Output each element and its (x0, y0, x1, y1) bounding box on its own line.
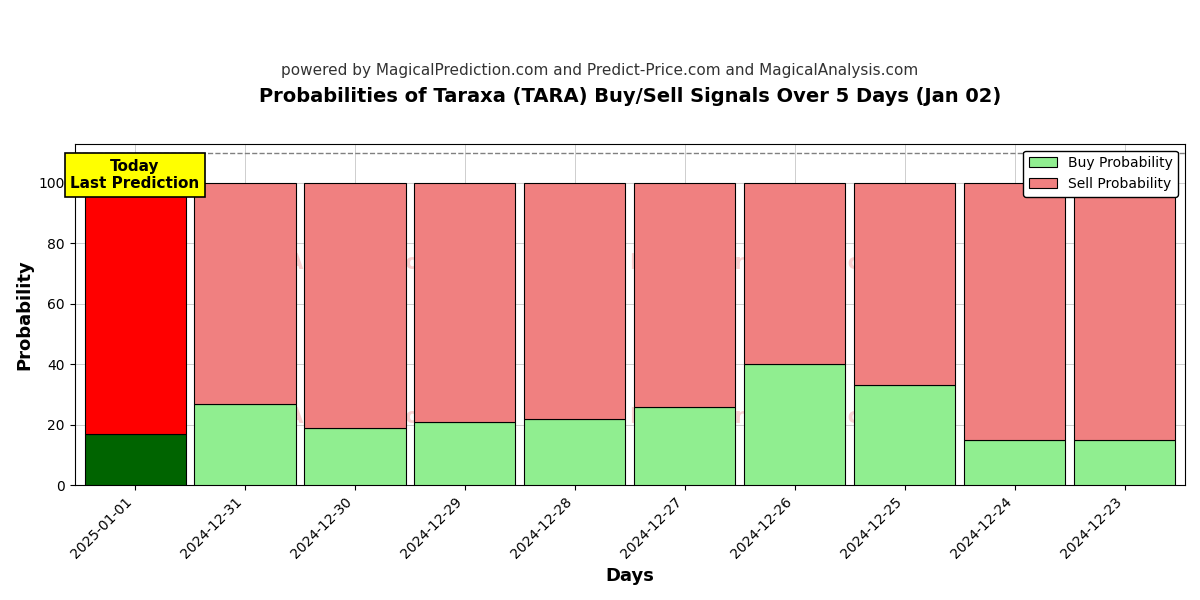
Text: MagicalPrediction.com: MagicalPrediction.com (630, 253, 896, 273)
Bar (84, 183, 186, 434)
Bar (524, 419, 625, 485)
Bar (635, 183, 736, 407)
Legend: Buy Probability, Sell Probability: Buy Probability, Sell Probability (1024, 151, 1178, 197)
Bar (194, 404, 295, 485)
Y-axis label: Probability: Probability (16, 259, 34, 370)
Bar (305, 428, 406, 485)
Text: MagicalAnalysis.com: MagicalAnalysis.com (197, 253, 442, 273)
Bar (194, 183, 295, 404)
Text: MagicalAnalysis.com: MagicalAnalysis.com (197, 407, 442, 427)
Title: Probabilities of Taraxa (TARA) Buy/Sell Signals Over 5 Days (Jan 02): Probabilities of Taraxa (TARA) Buy/Sell … (259, 87, 1001, 106)
Bar (84, 434, 186, 485)
Bar (635, 407, 736, 485)
Bar (414, 422, 516, 485)
Bar (854, 385, 955, 485)
Bar (964, 183, 1066, 440)
Bar (744, 364, 845, 485)
Bar (524, 183, 625, 419)
Bar (964, 440, 1066, 485)
Bar (744, 183, 845, 364)
X-axis label: Days: Days (605, 567, 654, 585)
Bar (1074, 440, 1175, 485)
Text: powered by MagicalPrediction.com and Predict-Price.com and MagicalAnalysis.com: powered by MagicalPrediction.com and Pre… (281, 63, 919, 78)
Bar (1074, 183, 1175, 440)
Bar (305, 183, 406, 428)
Bar (414, 183, 516, 422)
Text: MagicalPrediction.com: MagicalPrediction.com (630, 407, 896, 427)
Text: Today
Last Prediction: Today Last Prediction (71, 159, 199, 191)
Bar (854, 183, 955, 385)
